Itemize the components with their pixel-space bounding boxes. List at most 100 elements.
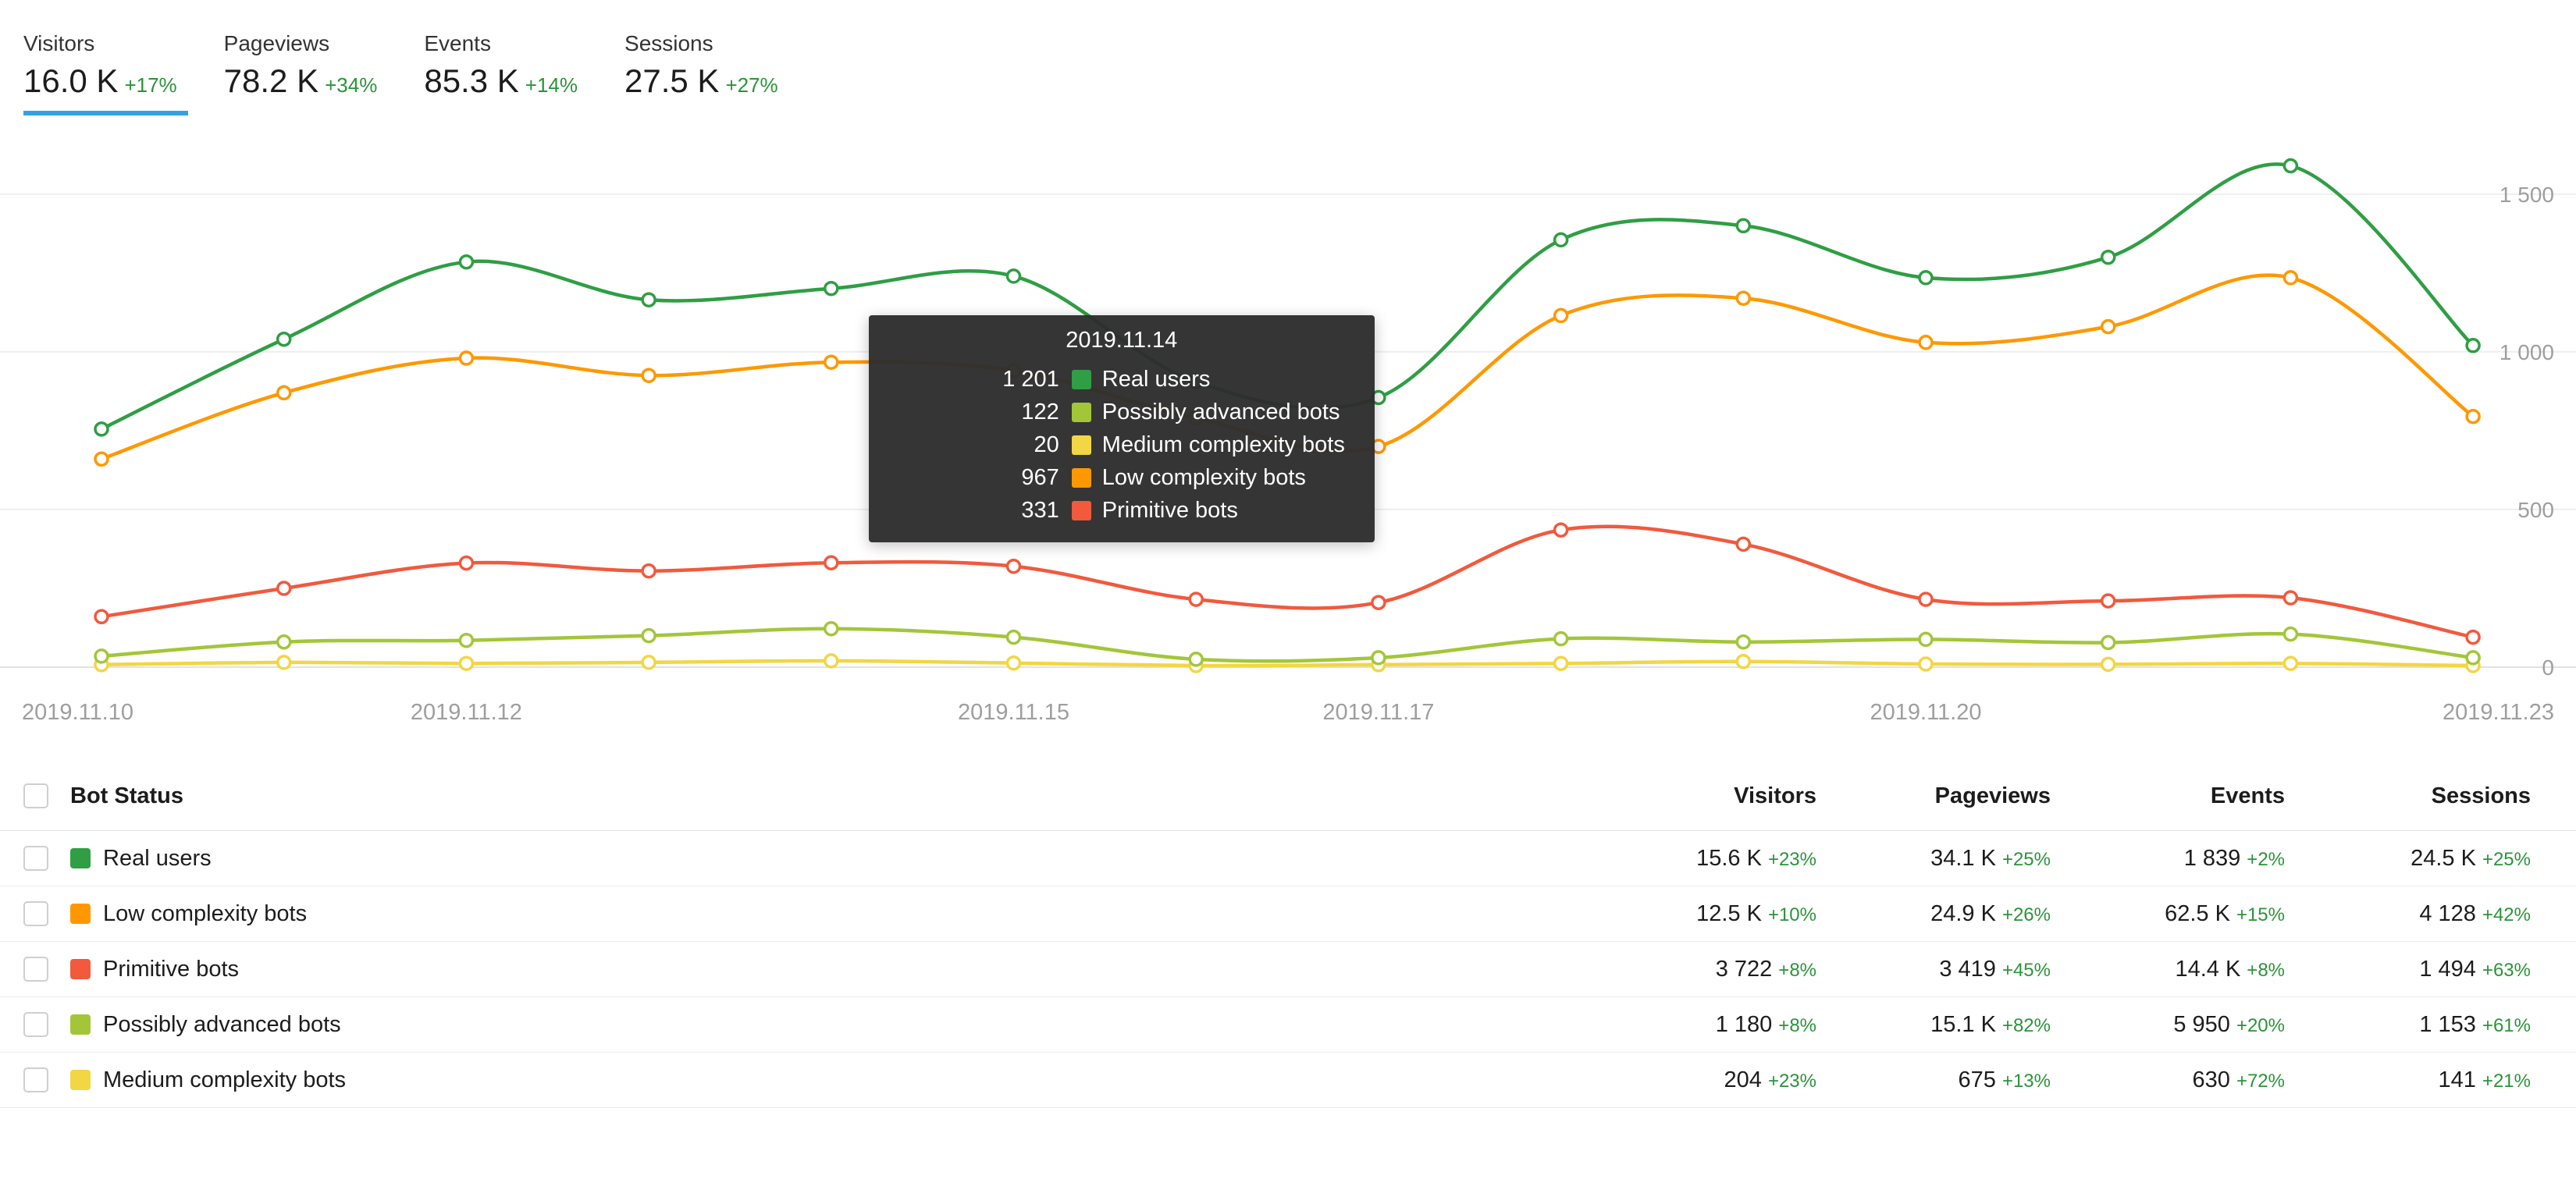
table-row-possibly-advanced-bots[interactable]: Possibly advanced bots 1 180 +8% 15.1 K +8… xyxy=(0,997,2576,1053)
data-point-medium-complexity-bots[interactable] xyxy=(458,655,475,671)
data-point-real-users[interactable] xyxy=(2465,338,2481,353)
table-row-real-users[interactable]: Real users 15.6 K +23% 34.1 K +25% 1 839 +2… xyxy=(0,831,2576,886)
row-checkbox[interactable] xyxy=(23,901,48,926)
data-point-possibly-advanced-bots[interactable] xyxy=(1188,652,1204,667)
data-point-real-users[interactable] xyxy=(2282,158,2299,174)
data-point-primitive-bots[interactable] xyxy=(1735,536,1752,552)
data-point-primitive-bots[interactable] xyxy=(641,563,656,579)
tooltip-date: 2019.11.14 xyxy=(1066,328,1178,353)
data-point-primitive-bots[interactable] xyxy=(1371,595,1386,610)
data-point-primitive-bots[interactable] xyxy=(1553,522,1569,538)
table-row-low-complexity-bots[interactable]: Low complexity bots 12.5 K +10% 24.9 K +26… xyxy=(0,886,2576,942)
data-point-medium-complexity-bots[interactable] xyxy=(641,655,656,670)
metric-tab-pageviews[interactable]: Pageviews 78.2 K +34% xyxy=(224,31,389,115)
data-point-low-complexity-bots[interactable] xyxy=(94,451,109,467)
data-point-low-complexity-bots[interactable] xyxy=(1553,307,1569,324)
cell-sessions: 1 494 +63% xyxy=(2285,957,2531,982)
cell-pageviews: 15.1 K +82% xyxy=(1816,1012,2051,1038)
data-point-primitive-bots[interactable] xyxy=(276,581,292,596)
cell-value: 24.5 K xyxy=(2411,845,2476,871)
data-point-medium-complexity-bots[interactable] xyxy=(1918,656,1934,672)
data-point-real-users[interactable] xyxy=(458,254,475,270)
x-axis-label: 2019.11.10 xyxy=(22,700,133,725)
data-point-low-complexity-bots[interactable] xyxy=(458,350,475,366)
data-point-medium-complexity-bots[interactable] xyxy=(1553,655,1569,671)
data-point-possibly-advanced-bots[interactable] xyxy=(1005,629,1022,645)
cell-delta: +42% xyxy=(2482,904,2531,925)
data-point-possibly-advanced-bots[interactable] xyxy=(2465,650,2481,666)
data-point-low-complexity-bots[interactable] xyxy=(641,368,656,383)
data-point-possibly-advanced-bots[interactable] xyxy=(2100,634,2116,651)
row-checkbox[interactable] xyxy=(23,846,48,871)
data-point-real-users[interactable] xyxy=(641,292,656,307)
data-point-primitive-bots[interactable] xyxy=(2282,590,2299,606)
cell-sessions: 24.5 K +25% xyxy=(2285,846,2531,872)
data-point-possibly-advanced-bots[interactable] xyxy=(94,648,109,664)
data-point-possibly-advanced-bots[interactable] xyxy=(458,632,475,648)
row-name-cell: Real users xyxy=(70,846,1582,872)
data-point-medium-complexity-bots[interactable] xyxy=(1005,655,1022,671)
cell-sessions: 4 128 +42% xyxy=(2285,901,2531,927)
data-point-medium-complexity-bots[interactable] xyxy=(2100,656,2116,673)
tooltip-value: 1 201 xyxy=(1002,366,1059,392)
data-point-real-users[interactable] xyxy=(276,331,292,347)
table-header-row: Bot Status Visitors Pageviews Events Ses… xyxy=(0,762,2576,831)
data-point-real-users[interactable] xyxy=(1918,270,1934,286)
row-label: Real users xyxy=(103,845,212,871)
cell-sessions: 1 153 +61% xyxy=(2285,1012,2531,1038)
x-axis-label: 2019.11.23 xyxy=(2443,700,2554,725)
data-point-possibly-advanced-bots[interactable] xyxy=(1371,650,1386,666)
data-point-low-complexity-bots[interactable] xyxy=(2465,408,2481,424)
table-row-primitive-bots[interactable]: Primitive bots 3 722 +8% 3 419 +45% 14.4 K… xyxy=(0,942,2576,997)
row-checkbox[interactable] xyxy=(23,1067,48,1092)
data-point-possibly-advanced-bots[interactable] xyxy=(824,620,839,637)
data-point-real-users[interactable] xyxy=(2100,249,2116,265)
column-header-pageviews: Pageviews xyxy=(1934,783,2051,808)
data-point-primitive-bots[interactable] xyxy=(2465,629,2481,645)
metric-value-row: 16.0 K +17% xyxy=(23,62,177,100)
data-point-primitive-bots[interactable] xyxy=(1918,591,1934,607)
data-point-low-complexity-bots[interactable] xyxy=(824,354,839,370)
data-point-possibly-advanced-bots[interactable] xyxy=(276,634,292,650)
table-row-medium-complexity-bots[interactable]: Medium complexity bots 204 +23% 675 +13% 6… xyxy=(0,1053,2576,1108)
data-point-medium-complexity-bots[interactable] xyxy=(2282,655,2299,671)
data-point-primitive-bots[interactable] xyxy=(1188,591,1204,607)
data-point-real-users[interactable] xyxy=(824,280,839,297)
data-point-real-users[interactable] xyxy=(1553,232,1569,248)
data-point-medium-complexity-bots[interactable] xyxy=(824,653,839,669)
data-point-real-users[interactable] xyxy=(1735,218,1752,234)
metric-tab-events[interactable]: Events 85.3 K +14% xyxy=(424,31,589,115)
data-point-primitive-bots[interactable] xyxy=(458,555,475,571)
row-checkbox[interactable] xyxy=(23,957,48,982)
data-point-low-complexity-bots[interactable] xyxy=(1918,335,1934,350)
data-point-medium-complexity-bots[interactable] xyxy=(1735,653,1752,669)
data-point-real-users[interactable] xyxy=(94,421,109,437)
data-point-possibly-advanced-bots[interactable] xyxy=(1735,634,1752,650)
data-point-possibly-advanced-bots[interactable] xyxy=(641,627,656,644)
row-checkbox[interactable] xyxy=(23,1012,48,1037)
metric-value: 27.5 K xyxy=(624,62,720,99)
data-point-possibly-advanced-bots[interactable] xyxy=(2282,626,2299,642)
data-point-low-complexity-bots[interactable] xyxy=(276,385,292,401)
data-point-low-complexity-bots[interactable] xyxy=(2100,318,2116,335)
cell-value: 204 xyxy=(1724,1067,1762,1092)
data-point-possibly-advanced-bots[interactable] xyxy=(1918,631,1934,648)
metric-tab-visitors[interactable]: Visitors 16.0 K +17% xyxy=(23,31,188,115)
metric-label: Sessions xyxy=(624,31,713,55)
series-swatch xyxy=(70,1014,91,1035)
data-point-low-complexity-bots[interactable] xyxy=(1735,290,1752,306)
y-axis-label: 0 xyxy=(2542,655,2554,680)
data-point-primitive-bots[interactable] xyxy=(1005,558,1022,574)
data-point-primitive-bots[interactable] xyxy=(824,555,839,570)
select-all-checkbox[interactable] xyxy=(23,783,48,808)
data-point-real-users[interactable] xyxy=(1005,268,1022,284)
data-point-primitive-bots[interactable] xyxy=(94,609,109,625)
data-point-possibly-advanced-bots[interactable] xyxy=(1553,630,1569,647)
data-point-primitive-bots[interactable] xyxy=(2100,593,2116,609)
data-point-low-complexity-bots[interactable] xyxy=(2282,270,2299,286)
data-point-medium-complexity-bots[interactable] xyxy=(276,655,292,670)
traffic-chart[interactable]: 0 500 1 000 1 500 2019.11.10 2019.11.12 2019.1… xyxy=(0,119,2576,751)
tooltip-series-label: Real users xyxy=(1101,366,1211,392)
cell-delta: +25% xyxy=(2482,848,2531,870)
metric-tab-sessions[interactable]: Sessions 27.5 K +27% xyxy=(624,31,789,115)
